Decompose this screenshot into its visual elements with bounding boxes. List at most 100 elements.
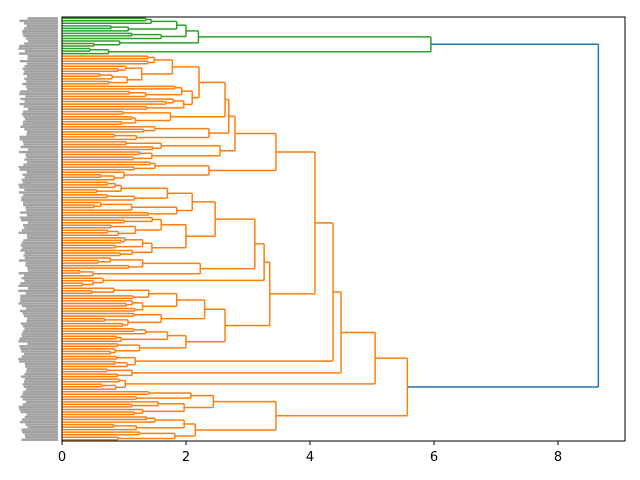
- leaf-label: [26, 370, 58, 373]
- leaf-label: [22, 430, 58, 434]
- leaf-label: [23, 115, 59, 118]
- leaf-label: [18, 183, 58, 187]
- x-tick-label: 0: [58, 450, 66, 465]
- leaf-label: [19, 19, 58, 22]
- leaf-label: [19, 420, 58, 424]
- leaf-label: [24, 274, 59, 277]
- leaf-label: [22, 67, 58, 70]
- leaf-label: [22, 181, 58, 184]
- leaf-label: [24, 352, 58, 356]
- leaf-label: [24, 279, 58, 282]
- leaf-label: [20, 211, 59, 214]
- leaf-label: [24, 362, 58, 366]
- leaf-label: [21, 350, 58, 353]
- leaf-label: [19, 59, 58, 63]
- leaf-label: [24, 327, 58, 330]
- leaf-label: [22, 201, 58, 204]
- x-tick-label: 2: [182, 450, 190, 465]
- leaf-label: [19, 92, 58, 96]
- leaf-label: [26, 400, 58, 404]
- leaf-label: [18, 47, 58, 50]
- leaf-label: [25, 307, 58, 310]
- leaf-label: [20, 282, 58, 285]
- leaf-label: [19, 102, 58, 106]
- leaf-label: [19, 345, 58, 348]
- leaf-label: [25, 37, 58, 40]
- leaf-label: [26, 87, 58, 91]
- leaf-label: [27, 160, 58, 164]
- leaf-label: [26, 234, 58, 237]
- leaf-label: [21, 198, 59, 202]
- leaf-label: [24, 372, 59, 376]
- leaf-label: [26, 80, 58, 83]
- leaf-label: [24, 49, 58, 53]
- plot-frame: [61, 16, 626, 442]
- leaf-label: [25, 264, 58, 267]
- leaf-label: [24, 158, 58, 161]
- leaf-label: [24, 433, 59, 436]
- leaf-label: [19, 168, 58, 171]
- leaf-label: [18, 52, 59, 55]
- leaf-label: [19, 309, 58, 313]
- leaf-label: [23, 330, 59, 333]
- leaf-label: [19, 408, 59, 411]
- leaf-label: [22, 393, 58, 396]
- leaf-label: [18, 259, 58, 262]
- leaf-label: [22, 324, 58, 328]
- leaf-label: [21, 277, 58, 280]
- leaf-label: [21, 355, 58, 358]
- leaf-label: [18, 405, 58, 409]
- leaf-label: [20, 294, 58, 298]
- leaf-label: [23, 105, 59, 108]
- leaf-label: [23, 203, 58, 207]
- leaf-label: [20, 125, 58, 128]
- leaf-label: [20, 145, 58, 149]
- leaf-label: [23, 254, 58, 257]
- leaf-label: [21, 229, 59, 232]
- leaf-label: [18, 231, 58, 234]
- leaf-label: [20, 375, 59, 378]
- leaf-label: [27, 107, 58, 111]
- leaf-label: [25, 95, 59, 98]
- leaf-label: [25, 436, 58, 439]
- leaf-label: [18, 284, 58, 287]
- leaf-label: [22, 312, 58, 315]
- leaf-label: [20, 297, 59, 300]
- leaf-label: [27, 57, 58, 60]
- leaf-label: [21, 112, 58, 116]
- leaf-label: [27, 221, 58, 224]
- leaf-label: [26, 367, 58, 371]
- leaf-label: [26, 319, 58, 323]
- leaf-label: [24, 226, 58, 229]
- leaf-label: [19, 337, 58, 340]
- leaf-label: [22, 224, 58, 227]
- leaf-labels: [18, 17, 59, 441]
- leaf-label: [21, 335, 59, 338]
- leaf-label: [24, 128, 59, 131]
- x-tick-label: 4: [306, 450, 314, 465]
- leaf-label: [23, 143, 59, 146]
- leaf-label: [21, 178, 58, 181]
- leaf-label: [19, 186, 58, 189]
- leaf-label: [23, 120, 59, 123]
- leaf-label: [26, 317, 58, 320]
- leaf-label: [24, 70, 59, 73]
- leaf-label: [18, 357, 58, 361]
- leaf-label: [21, 418, 58, 421]
- leaf-label: [20, 249, 58, 252]
- leaf-label: [23, 163, 59, 166]
- leaf-label: [24, 377, 59, 381]
- leaf-label: [20, 322, 58, 325]
- leaf-label: [25, 261, 59, 265]
- leaf-label: [26, 62, 58, 65]
- leaf-label: [27, 266, 58, 270]
- leaf-label: [18, 191, 58, 194]
- x-tick-label: 6: [430, 450, 438, 465]
- leaf-label: [24, 188, 58, 192]
- leaf-label: [24, 65, 59, 68]
- leaf-label: [21, 304, 58, 308]
- leaf-label: [23, 380, 58, 383]
- leaf-label: [19, 360, 59, 363]
- x-tick-label: 8: [554, 450, 562, 465]
